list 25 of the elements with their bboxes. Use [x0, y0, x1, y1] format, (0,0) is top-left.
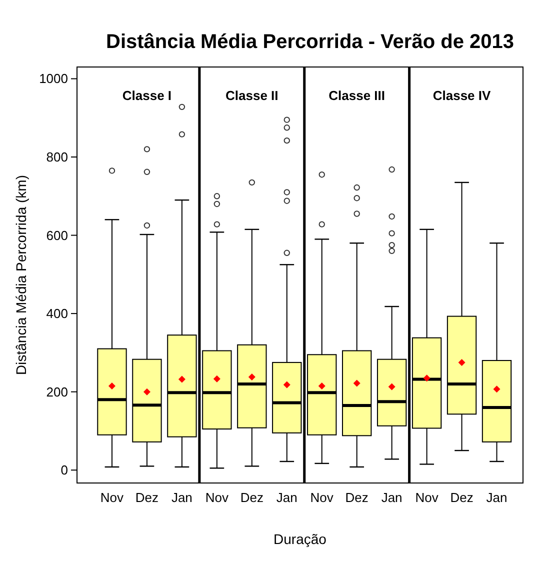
annotation: Classe I	[122, 88, 172, 103]
chart-title: Distância Média Percorrida - Verão de 2013	[106, 31, 514, 53]
y-tick-label: 400	[46, 306, 68, 322]
y-tick-label: 600	[46, 228, 68, 243]
x-tick-label: Jan	[276, 490, 298, 505]
annotation: Classe III	[328, 88, 386, 103]
x-tick-label: Jan	[381, 490, 402, 505]
x-tick-label: Jan	[171, 490, 192, 505]
x-axis-title: Duração	[274, 531, 327, 547]
y-tick-label: 0	[60, 462, 68, 478]
y-axis-title: Distância Média Percorrida (km)	[13, 175, 29, 375]
y-tick-label: 800	[46, 150, 68, 165]
y-tick-label: 200	[46, 384, 68, 400]
x-tick-label: Nov	[205, 490, 229, 505]
x-tick-label: Dez	[345, 490, 368, 505]
x-tick-label: Dez	[450, 490, 474, 505]
x-tick-label: Nov	[415, 490, 439, 505]
x-tick-label: Nov	[310, 490, 334, 505]
annotation: Classe II	[226, 88, 278, 103]
x-tick-label: Dez	[135, 490, 159, 505]
x-tick-label: Jan	[486, 490, 508, 505]
x-tick-label: Dez	[240, 490, 264, 505]
y-tick-label: 1000	[39, 71, 68, 86]
annotation: Classe IV	[432, 88, 492, 103]
x-tick-label: Nov	[100, 490, 124, 505]
